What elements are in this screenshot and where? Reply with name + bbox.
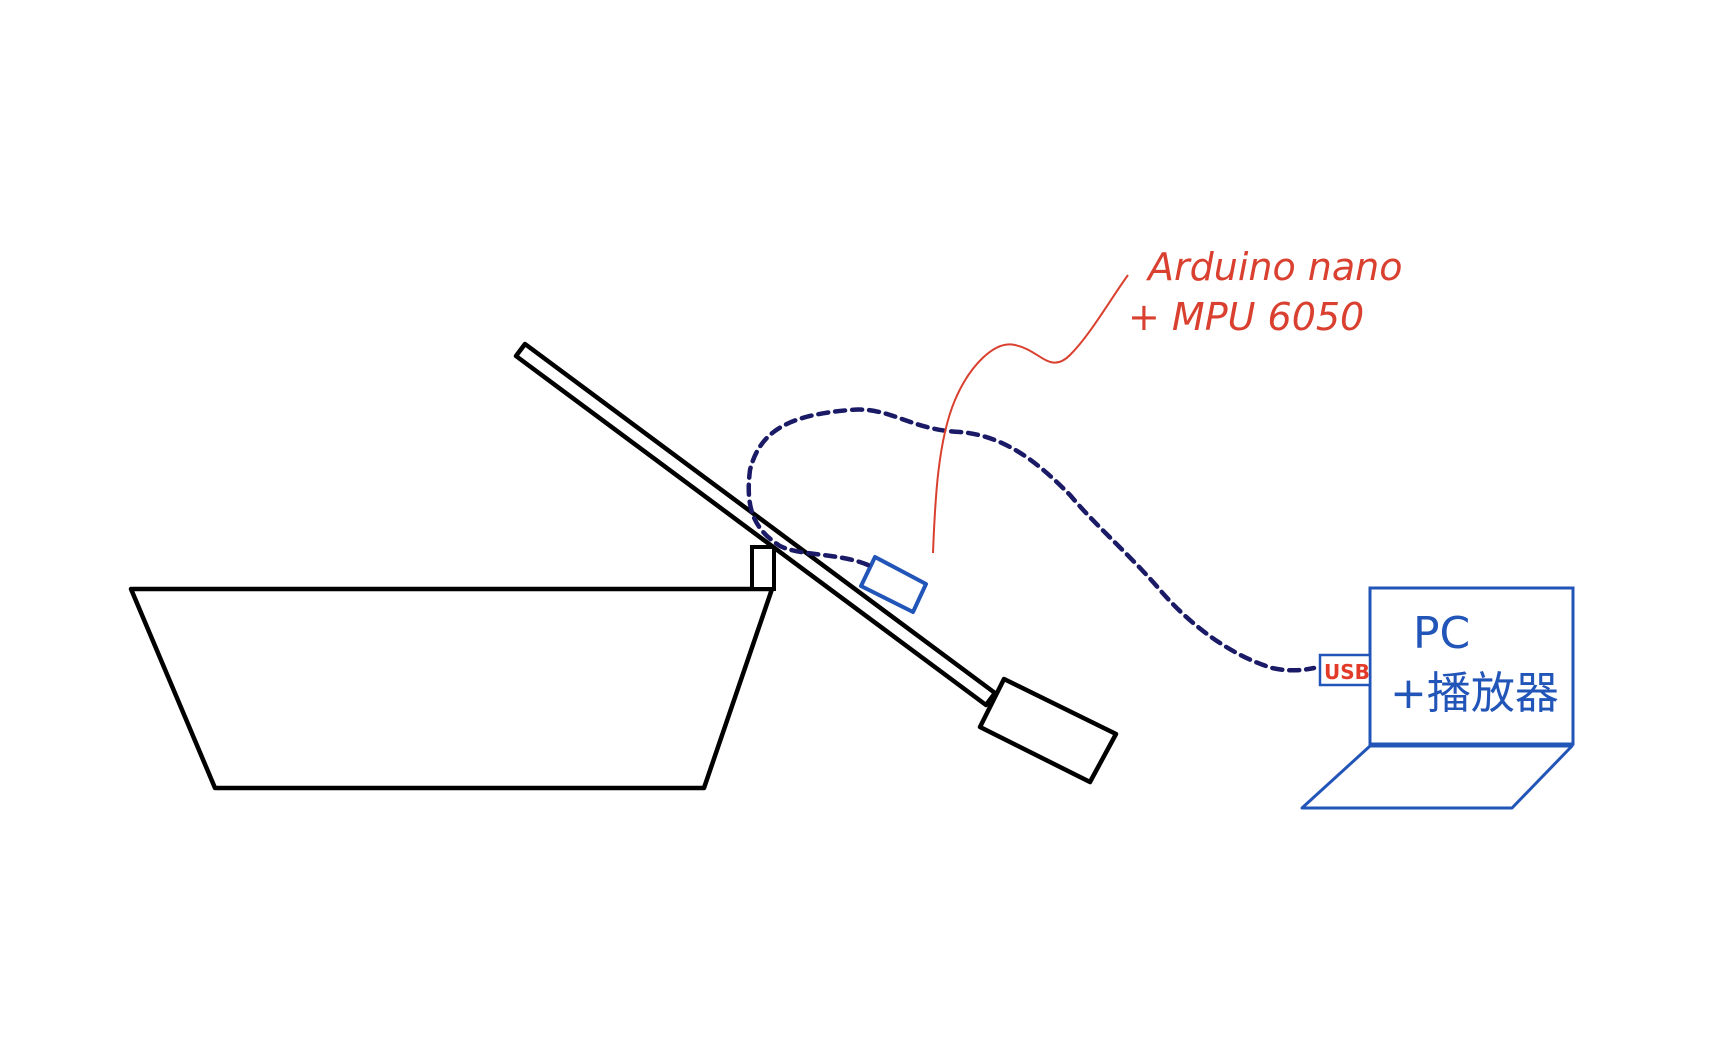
pc-label-line1: PC	[1413, 608, 1470, 659]
sensor-label-line1: Arduino nano	[1145, 245, 1403, 289]
usb-cable	[746, 407, 1317, 673]
stick-grip	[977, 676, 1119, 785]
usb-port	[1318, 653, 1372, 687]
pot-body	[128, 586, 775, 791]
sensor-module	[859, 555, 928, 614]
sensor-label-line2: + MPU 6050	[1128, 295, 1364, 339]
pc-label-line2: +播放器	[1390, 668, 1559, 719]
usb-label: USB	[1324, 660, 1370, 684]
annotation-leader	[932, 274, 1129, 554]
laptop-base	[1300, 744, 1574, 810]
hinge-block	[750, 545, 776, 591]
laptop-screen	[1368, 586, 1575, 746]
